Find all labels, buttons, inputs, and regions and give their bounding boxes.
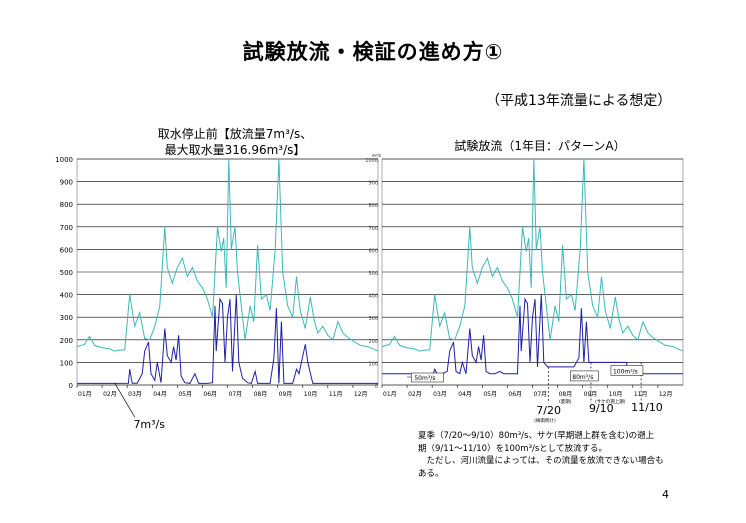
y-tick-label: 400 <box>368 294 378 300</box>
x-tick-label: 10月 <box>304 391 318 398</box>
page-title: 試験放流・検証の進め方① <box>242 40 504 64</box>
x-tick-label: 07月 <box>534 391 548 398</box>
y-tick-label: 1000 <box>365 158 378 164</box>
y-tick-label: 600 <box>368 248 378 254</box>
x-tick-label: 09月 <box>279 391 293 398</box>
annotation-box-80 <box>570 370 599 382</box>
x-tick-label: 07月 <box>229 391 243 398</box>
series-discharge-line <box>77 294 378 384</box>
note-line: 夏季（7/20～9/10）80m³/s、サケ(早期遡上群を含む)の遡上 <box>418 431 655 441</box>
y-tick-label: 700 <box>60 224 73 232</box>
x-tick-label: 01月 <box>78 391 92 398</box>
y-tick-label: 100 <box>60 359 73 367</box>
annotation-box-100 <box>610 365 644 376</box>
y-tick-label: 0 <box>69 382 73 390</box>
x-tick-label: 12月 <box>354 391 368 398</box>
chart1-title-line1: 取水停止前【放流量7m³/s、 <box>157 127 313 141</box>
annotation-summer-sub: (夏期) <box>559 399 572 405</box>
x-tick-label: 01月 <box>383 391 397 398</box>
x-tick-label: 03月 <box>128 391 142 398</box>
x-tick-label: 02月 <box>103 391 117 398</box>
annotation-date-910: 9/10 <box>589 402 614 415</box>
y-tick-label: 300 <box>60 314 73 322</box>
series-inflow-line <box>381 158 684 352</box>
release-note: 夏季（7/20～9/10）80m³/s、サケ(早期遡上群を含む)の遡上 期（9/… <box>418 430 710 480</box>
x-tick-label: 10月 <box>609 391 623 398</box>
chart2-title-line1: 試験放流（1年目：パターンA） <box>454 139 626 153</box>
x-tick-label: 02月 <box>408 391 422 398</box>
y-tick-label: 400 <box>60 292 73 300</box>
y-tick-label: 900 <box>368 181 378 187</box>
series-inflow-line <box>76 158 379 352</box>
y-tick-label: 200 <box>60 337 73 345</box>
x-tick-label: 11月 <box>329 391 343 398</box>
x-tick-label: 08月 <box>254 391 268 398</box>
x-tick-label: 05月 <box>483 391 497 398</box>
y-tick-label: 1000 <box>55 156 73 164</box>
annotation-100ms: 100m³/s <box>613 368 638 375</box>
note-line: ただし、河川流量によっては、その流量を放流できない場合も <box>418 456 664 466</box>
y-tick-label: 100 <box>368 361 378 367</box>
x-tick-label: 12月 <box>659 391 673 398</box>
x-tick-label: 11月 <box>634 391 648 398</box>
y-tick-label: 500 <box>60 269 73 277</box>
x-tick-label: 09月 <box>584 391 598 398</box>
x-tick-label: 06月 <box>203 391 217 398</box>
y-tick-label: 600 <box>60 246 73 254</box>
y-tick-label: 300 <box>368 316 378 322</box>
y-tick-label: 500 <box>368 271 378 277</box>
x-tick-label: 03月 <box>433 391 447 398</box>
x-tick-label: 04月 <box>458 391 472 398</box>
y-tick-label: 700 <box>368 226 378 232</box>
chart1-title: 取水停止前【放流量7m³/s、 最大取水量316.96m³/s】 <box>110 126 360 158</box>
page-subtitle: （平成13年流量による想定） <box>486 93 672 109</box>
annotation-date-720-sub: (梅雨明け) <box>534 417 556 424</box>
note-line: ある。 <box>418 468 444 479</box>
y-unit-label: m³/s <box>372 153 381 158</box>
annotation-50ms: 50m³/s <box>414 375 435 382</box>
x-tick-label: 05月 <box>178 391 192 398</box>
y-tick-label: 900 <box>60 179 73 187</box>
y-tick-label: 800 <box>368 203 378 209</box>
x-tick-label: 08月 <box>559 391 573 398</box>
note-line: 期（9/11～11/10）を100m³/sとして放流する。 <box>418 443 608 454</box>
annotation-7ms: 7m³/s <box>133 418 165 431</box>
annotation-date-720: 7/20 <box>536 404 561 417</box>
series-discharge-line <box>382 294 683 375</box>
chart2-title: 試験放流（1年目：パターンA） <box>400 138 680 154</box>
annotation-80ms: 80m³/s <box>572 374 593 381</box>
chart1-title-line2: 最大取水量316.96m³/s】 <box>164 143 306 157</box>
annotation-date-1110: 11/10 <box>631 401 663 414</box>
annotation-box-50 <box>411 372 444 383</box>
y-tick-label: 800 <box>60 201 73 209</box>
page-number: 4 <box>662 488 669 501</box>
x-tick-label: 06月 <box>508 391 522 398</box>
annotation-leader <box>114 382 135 418</box>
y-tick-label: 0 <box>375 384 378 390</box>
y-tick-label: 200 <box>368 339 378 345</box>
x-tick-label: 04月 <box>153 391 167 398</box>
annotation-salmon-sub: (サケの遡上期) <box>595 398 626 405</box>
